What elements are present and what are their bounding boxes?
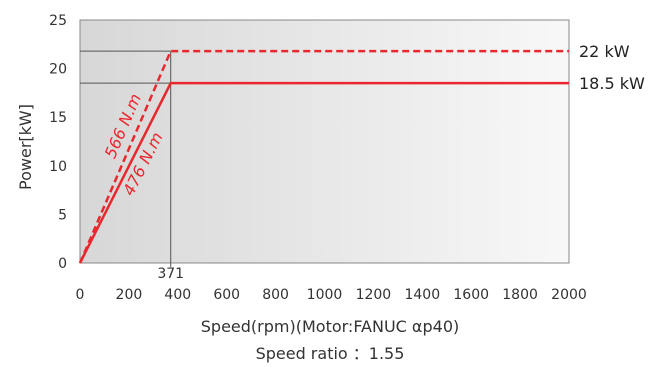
y-tick-label: 10 [49,159,67,175]
y-tick-label: 0 [58,256,67,272]
x-tick-label: 1400 [404,287,440,303]
x-tick-label: 0 [76,287,85,303]
series-label: 18.5 kW [579,74,645,93]
y-tick-labels: 0 5 10 15 20 25 [49,13,67,272]
x-tick-labels: 0 200 400 600 800 1000 1200 1400 1600 1800 2000 [76,287,587,303]
x-tick-label: 1800 [502,287,538,303]
y-tick-label: 20 [49,62,67,78]
base-speed-label: 371 [157,266,184,282]
x-tick-label: 2000 [551,287,587,303]
series-label: 22 kW [579,42,630,61]
x-axis-title: Speed(rpm)(Motor:FANUC αp40) [201,317,459,336]
x-tick-label: 200 [116,287,143,303]
x-tick-label: 1000 [307,287,343,303]
x-tick-label: 800 [262,287,289,303]
y-axis-title: Power[kW] [16,104,35,190]
guide-lines [80,50,172,267]
series-line [78,49,569,264]
x-tick-label: 1200 [356,287,392,303]
y-tick-label: 25 [49,13,67,29]
x-tick-label: 600 [213,287,240,303]
series-lines [78,49,569,264]
x-tick-label: 1600 [453,287,489,303]
y-tick-label: 15 [49,110,67,126]
series-line [78,81,569,264]
y-tick-label: 5 [58,207,67,223]
chart-subtitle: Speed ratio ：1.55 [256,344,405,363]
x-tick-label: 400 [164,287,191,303]
plot-area [79,19,570,264]
